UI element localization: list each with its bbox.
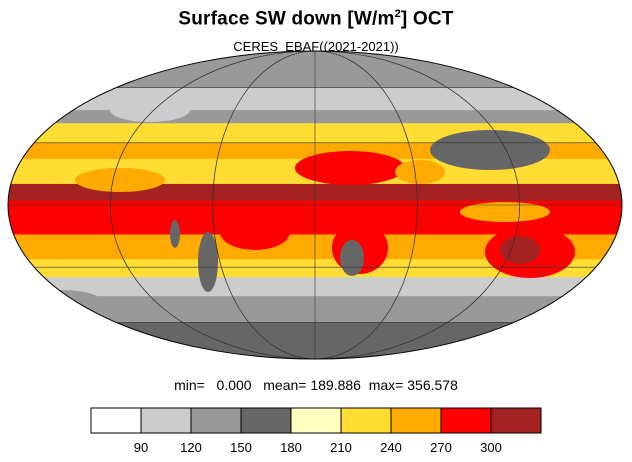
colorbar-swatch	[390, 407, 442, 434]
mean-label: mean=	[263, 377, 307, 393]
colorbar-swatch	[190, 407, 242, 434]
colorbar-tick-label: 90	[134, 440, 148, 455]
colorbar-tick-label: 180	[280, 440, 302, 455]
colorbar-tick-label: 210	[330, 440, 352, 455]
plot-title: Surface SW down [W/m2] OCT	[0, 8, 632, 30]
colorbar-swatch	[490, 407, 542, 434]
colorbar-swatch	[90, 407, 142, 434]
andes-region	[198, 232, 218, 292]
min-label: min=	[174, 377, 205, 393]
colorbar-swatch	[340, 407, 392, 434]
sahara-region	[295, 151, 405, 185]
stats-line: min= 0.000 mean= 189.886 max= 356.578	[0, 377, 632, 393]
atlantic-region	[75, 168, 165, 192]
maritime-continent	[460, 202, 550, 222]
globe-outline	[7, 50, 623, 360]
max-value: 356.578	[407, 377, 458, 393]
north-america-region	[110, 98, 190, 122]
title-text: Surface SW down [W/m	[178, 8, 395, 30]
title-superscript: 2	[394, 8, 401, 20]
colorbar-swatch	[140, 407, 192, 434]
colorbar-tick-label: 150	[230, 440, 252, 455]
graticule	[8, 51, 622, 359]
regional-features	[20, 98, 575, 310]
min-value: 0.000	[216, 377, 252, 393]
colorbar-tick-label: 120	[180, 440, 202, 455]
colorbar-swatch	[240, 407, 292, 434]
australia-interior	[500, 236, 540, 264]
brazil-region	[220, 214, 290, 250]
max-label: max=	[368, 377, 404, 393]
colorbar-tick-label: 270	[430, 440, 452, 455]
colorbar-boxes	[90, 407, 542, 434]
mean-value: 189.886	[310, 377, 361, 393]
title-suffix: ] OCT	[400, 8, 454, 30]
meridian-line	[212, 51, 418, 359]
map-field	[8, 51, 622, 359]
meridian-line	[110, 51, 520, 359]
colorbar-swatch	[440, 407, 492, 434]
colorbar-tick-label: 240	[380, 440, 402, 455]
siberia-region	[430, 130, 550, 170]
plot-subtitle: CERES_EBAF((2021-2021))	[233, 39, 399, 54]
colorbar-swatch	[290, 407, 342, 434]
pacific-cloud-patch	[170, 220, 180, 248]
arabia-region	[395, 160, 445, 184]
colorbar-tick-label: 300	[480, 440, 502, 455]
colorbar-labels: 90 120 150 180 210 240 270 300	[134, 440, 502, 455]
